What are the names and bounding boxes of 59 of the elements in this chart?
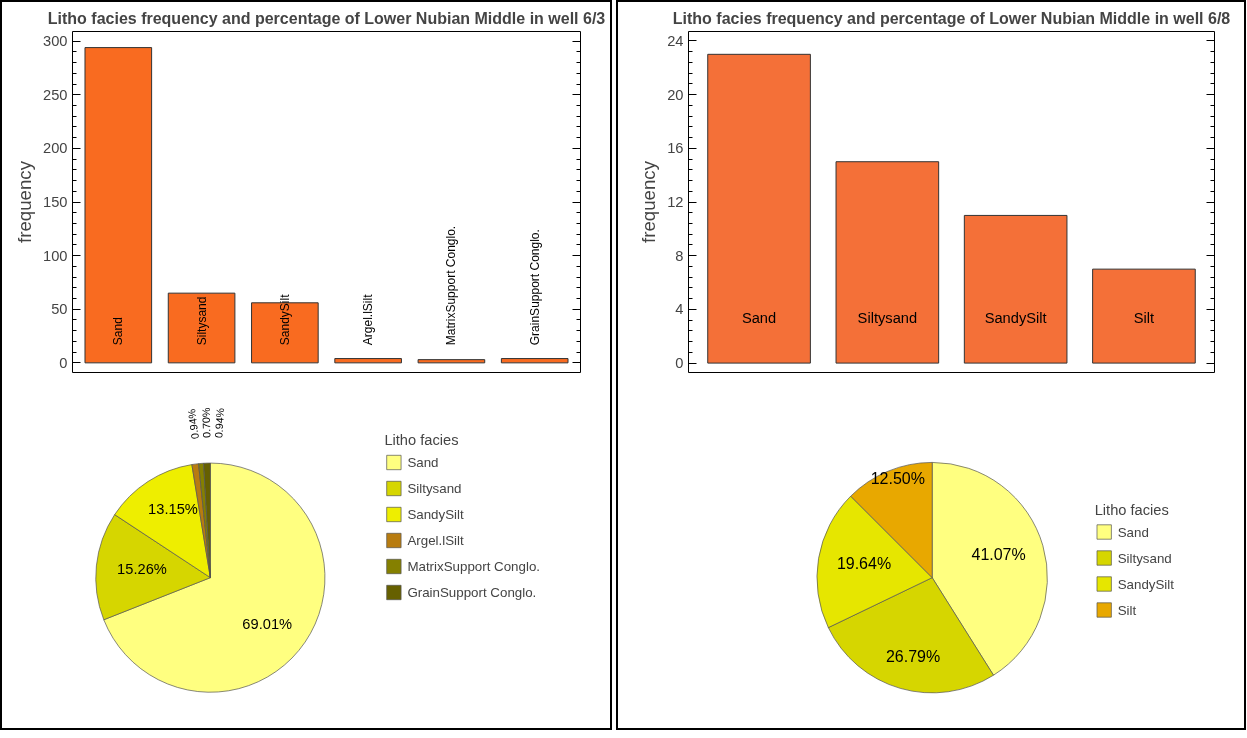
x-tick-label: Silt [1133,309,1155,326]
legend-label: Argel.lSilt [407,532,464,548]
y-tick-label: 50 [51,301,68,318]
x-tick-label: GrainSupport Conglo. [527,229,542,346]
x-tick-label: Sand [111,317,126,346]
y-tick-label: 4 [675,301,684,318]
y-tick-label: 0 [675,355,684,372]
y-tick-label: 24 [667,32,684,49]
x-tick-label: MatrixSupport Conglo. [444,225,459,346]
data-label: 12.50% [870,470,925,488]
data-label: 69.01% [242,615,293,632]
legend-label: Siltysand [407,480,462,496]
bar [84,47,153,364]
y-tick-label: 100 [43,247,68,264]
x-tick-label: SandySilt [984,309,1047,326]
x-tick-label: Sand [741,309,777,326]
x-tick-label: SandySilt [277,293,292,346]
legend-label: MatrixSupport Conglo. [407,558,540,574]
bar [1092,268,1196,364]
data-label: 19.64% [836,555,892,573]
data-label: 0.94% [184,407,201,440]
legend-label: Silt [1117,602,1138,617]
legend-label: Siltysand [1117,550,1172,565]
bar [500,358,569,364]
y-tick-label: 250 [43,86,68,103]
y-tick-label: 12 [667,194,684,210]
data-label: 0.70% [199,406,213,439]
y-tick-label: 300 [43,33,68,50]
legend-label: Sand [407,454,439,470]
legend-label: GrainSupport Conglo. [407,584,537,600]
bar [835,161,940,364]
legend-label: SandySilt [1117,576,1174,591]
bar [167,292,236,364]
legend-label: Sand [1117,524,1149,539]
data-label: 13.15% [148,500,198,517]
y-axis-title: frequency [638,160,660,243]
bar [417,359,486,364]
data-label: 41.07% [971,546,1026,564]
y-tick-label: 200 [43,140,68,157]
x-tick-label: Siltysand [857,309,918,326]
y-tick-label: 0 [59,354,68,371]
y-tick-label: 16 [667,140,684,157]
data-label: 0.94% [212,407,227,439]
data-label: 15.26% [117,561,167,578]
x-tick-label: Argel.lSilt [361,293,376,346]
y-tick-label: 150 [43,194,68,210]
bar [334,358,402,364]
data-label: 26.79% [885,648,941,666]
y-axis-title: frequency [14,160,36,243]
legend-title: Litho facies [384,432,460,448]
bar [963,214,1068,364]
legend-label: SandySilt [407,506,464,522]
y-tick-label: 8 [675,247,684,264]
bar [707,53,811,364]
y-tick-label: 20 [667,86,684,103]
chart-title: Litho facies frequency and percentage of Lower Nubian Middle in well 6/8 [672,9,1231,27]
x-tick-label: Siltysand [194,296,209,346]
chart-title: Litho facies frequency and percentage of Lower Nubian Middle in well 6/3 [47,9,606,27]
legend-title: Litho facies [1094,501,1170,518]
